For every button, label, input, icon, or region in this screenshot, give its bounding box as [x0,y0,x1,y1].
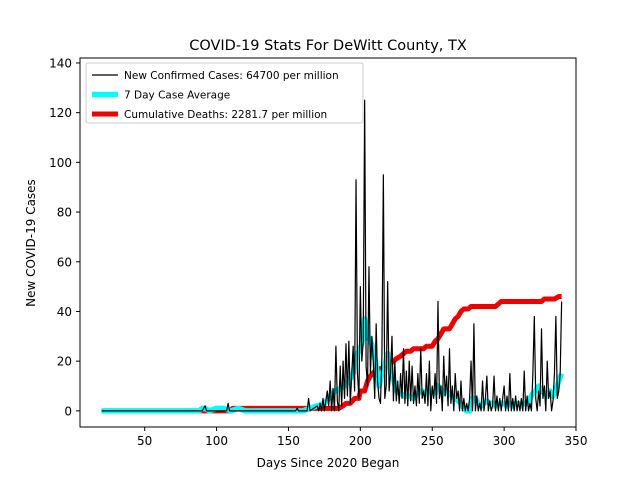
x-axis-label: Days Since 2020 Began [257,456,400,470]
legend-label-1: 7 Day Case Average [124,90,230,102]
x-tick-label: 50 [137,434,152,448]
series-lines [101,99,565,414]
legend-box [85,62,364,124]
y-tick-label: 0 [64,404,72,418]
y-axis-label: New COVID-19 Cases [24,179,38,307]
y-tick-label: 60 [57,255,72,269]
legend-label-0: New Confirmed Cases: 64700 per million [124,70,339,82]
x-tick-label: 250 [421,434,444,448]
x-tick-label: 150 [277,434,300,448]
x-axis: 50 100 150 200 250 300 350 [137,427,587,448]
plot-frame [79,57,577,428]
y-tick-label: 20 [57,355,72,369]
x-tick-label: 100 [205,434,228,448]
y-tick-label: 80 [57,206,72,220]
y-axis: 0 20 40 60 80 100 120 140 [49,56,80,418]
x-tick-label: 350 [565,434,588,448]
y-tick-label: 140 [49,56,72,70]
plot-area [79,57,577,428]
legend-label-2: Cumulative Deaths: 2281.7 per million [124,109,327,121]
x-tick-label: 200 [349,434,372,448]
y-tick-label: 40 [57,305,72,319]
chart-legend: New Confirmed Cases: 64700 per million 7 … [85,62,364,124]
y-tick-label: 120 [49,106,72,120]
y-tick-label: 100 [49,156,72,170]
series-line-0 [101,99,563,412]
chart-title: COVID-19 Stats For DeWitt County, TX [189,38,467,54]
x-tick-label: 300 [493,434,516,448]
